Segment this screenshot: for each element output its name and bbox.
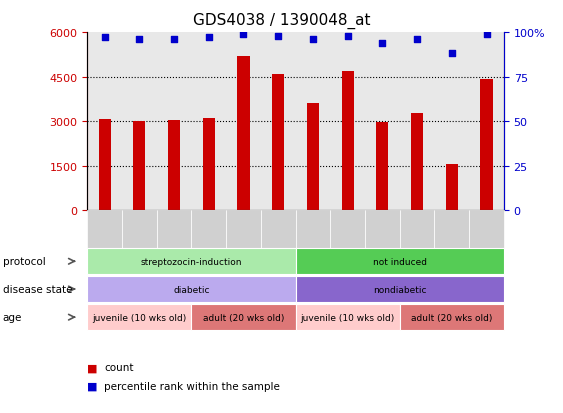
Bar [342, 72, 354, 211]
Text: diabetic: diabetic [173, 285, 209, 294]
Point [239, 31, 248, 38]
Bar [133, 122, 145, 211]
Text: GDS4038 / 1390048_at: GDS4038 / 1390048_at [193, 12, 370, 28]
Point [135, 37, 144, 43]
Text: juvenile (10 wks old): juvenile (10 wks old) [92, 313, 186, 322]
Text: disease state: disease state [3, 284, 72, 294]
Text: juvenile (10 wks old): juvenile (10 wks old) [301, 313, 395, 322]
Bar [238, 57, 249, 211]
Bar [376, 123, 388, 211]
Bar [272, 74, 284, 211]
Bar [168, 121, 180, 211]
Text: not induced: not induced [373, 257, 427, 266]
Point [343, 33, 352, 40]
Bar [203, 118, 215, 211]
Point [100, 35, 109, 42]
Text: adult (20 wks old): adult (20 wks old) [203, 313, 284, 322]
Text: age: age [3, 312, 22, 323]
Text: ■: ■ [87, 381, 98, 391]
Point [204, 35, 213, 42]
Bar [446, 164, 458, 211]
Text: count: count [104, 363, 133, 373]
Text: nondiabetic: nondiabetic [373, 285, 427, 294]
Text: adult (20 wks old): adult (20 wks old) [411, 313, 493, 322]
Bar [411, 114, 423, 211]
Point [482, 31, 491, 38]
Point [378, 40, 387, 47]
Text: percentile rank within the sample: percentile rank within the sample [104, 381, 280, 391]
Text: streptozocin-induction: streptozocin-induction [141, 257, 242, 266]
Bar [307, 104, 319, 211]
Bar [99, 120, 111, 211]
Point [274, 33, 283, 40]
Point [447, 51, 456, 58]
Bar [480, 80, 493, 211]
Text: ■: ■ [87, 363, 98, 373]
Text: protocol: protocol [3, 256, 46, 267]
Point [169, 37, 178, 43]
Point [309, 37, 318, 43]
Point [413, 37, 422, 43]
